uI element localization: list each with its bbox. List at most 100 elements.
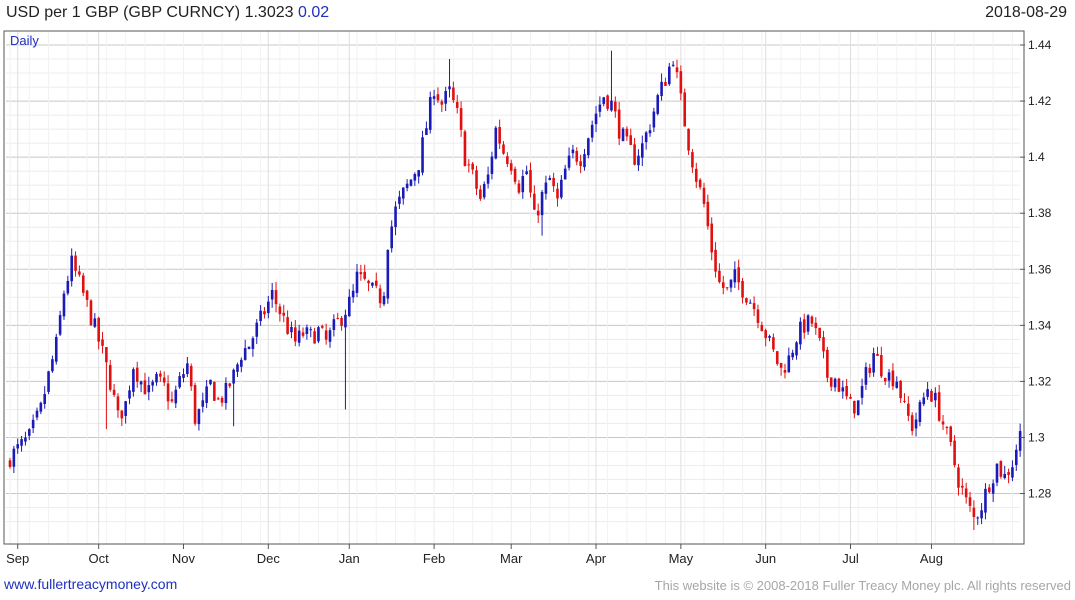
candle bbox=[201, 392, 205, 413]
candle bbox=[860, 378, 864, 405]
candle bbox=[101, 331, 104, 354]
candle bbox=[93, 313, 97, 329]
candle bbox=[236, 362, 239, 377]
candle bbox=[741, 277, 744, 304]
candle bbox=[186, 357, 189, 378]
candle bbox=[799, 317, 802, 350]
candle bbox=[552, 172, 555, 192]
candle bbox=[27, 428, 31, 441]
candle bbox=[116, 393, 120, 418]
candle bbox=[166, 375, 170, 410]
x-tick-label: Oct bbox=[89, 551, 110, 566]
candle bbox=[957, 463, 960, 496]
candle bbox=[806, 314, 810, 335]
candle bbox=[135, 361, 139, 388]
candle bbox=[710, 217, 714, 261]
candle bbox=[112, 384, 116, 397]
candle bbox=[51, 355, 54, 373]
candle bbox=[459, 101, 463, 137]
candle bbox=[1014, 444, 1018, 471]
candle bbox=[571, 144, 575, 159]
candle bbox=[934, 387, 937, 408]
candle bbox=[880, 346, 883, 379]
candle bbox=[274, 282, 278, 313]
candle bbox=[363, 264, 367, 281]
x-tick-label: Jul bbox=[842, 551, 859, 566]
candle bbox=[440, 99, 444, 113]
candle bbox=[506, 152, 509, 168]
candle bbox=[795, 341, 798, 360]
candle bbox=[297, 324, 301, 347]
candle bbox=[328, 327, 332, 348]
candle bbox=[802, 313, 806, 339]
candle bbox=[826, 346, 829, 383]
candle bbox=[16, 438, 20, 454]
candle bbox=[220, 395, 224, 407]
candle bbox=[683, 88, 687, 127]
candle bbox=[903, 393, 906, 404]
x-tick-label: Mar bbox=[500, 551, 523, 566]
candle bbox=[31, 414, 35, 433]
candle bbox=[752, 296, 756, 317]
candle bbox=[371, 282, 374, 288]
candle bbox=[822, 330, 825, 359]
candle bbox=[509, 159, 513, 175]
candle bbox=[667, 62, 671, 86]
candle bbox=[425, 121, 428, 136]
candle bbox=[733, 261, 737, 288]
copyright-notice: This website is © 2008-2018 Fuller Treac… bbox=[654, 578, 1071, 593]
candle bbox=[58, 310, 62, 336]
candle bbox=[961, 478, 964, 495]
candle bbox=[494, 125, 498, 160]
candle bbox=[837, 377, 841, 392]
candle bbox=[336, 312, 340, 320]
candle bbox=[679, 65, 683, 101]
candle bbox=[97, 316, 100, 350]
candle bbox=[895, 376, 899, 389]
website-link[interactable]: www.fullertreacymoney.com bbox=[4, 576, 178, 592]
candle bbox=[984, 483, 987, 520]
candle bbox=[853, 400, 856, 419]
candle bbox=[999, 460, 1003, 479]
candle bbox=[143, 372, 147, 395]
candle bbox=[872, 347, 875, 377]
chart-grid bbox=[6, 31, 1020, 544]
candle bbox=[502, 141, 505, 155]
candle bbox=[575, 147, 579, 166]
candle bbox=[548, 175, 552, 181]
candle bbox=[324, 323, 328, 345]
candle bbox=[914, 412, 918, 437]
candle bbox=[694, 162, 698, 189]
candle bbox=[224, 377, 228, 410]
candle bbox=[907, 396, 910, 422]
candle bbox=[35, 407, 39, 421]
candle bbox=[976, 516, 980, 525]
candle bbox=[926, 382, 929, 400]
candle bbox=[159, 370, 162, 382]
candle bbox=[791, 349, 794, 361]
candle bbox=[355, 263, 359, 298]
candle bbox=[833, 377, 837, 392]
candle bbox=[1018, 423, 1022, 457]
candle bbox=[691, 149, 694, 173]
candle bbox=[756, 304, 760, 329]
candle bbox=[533, 185, 536, 210]
candle bbox=[47, 370, 50, 395]
candle bbox=[718, 263, 721, 284]
candle bbox=[579, 154, 582, 174]
y-tick-label: 1.4 bbox=[1028, 150, 1045, 164]
candle bbox=[899, 380, 902, 403]
candle bbox=[648, 124, 652, 137]
candle bbox=[12, 445, 16, 474]
candle bbox=[436, 87, 440, 104]
candle bbox=[768, 334, 771, 342]
candle bbox=[128, 385, 131, 405]
candle bbox=[428, 91, 432, 134]
candle bbox=[525, 165, 528, 176]
candle bbox=[305, 324, 309, 340]
candle bbox=[482, 181, 486, 200]
candle bbox=[706, 194, 710, 230]
chart-date: 2018-08-29 bbox=[985, 4, 1067, 21]
candle bbox=[247, 346, 251, 350]
candle bbox=[147, 376, 151, 401]
